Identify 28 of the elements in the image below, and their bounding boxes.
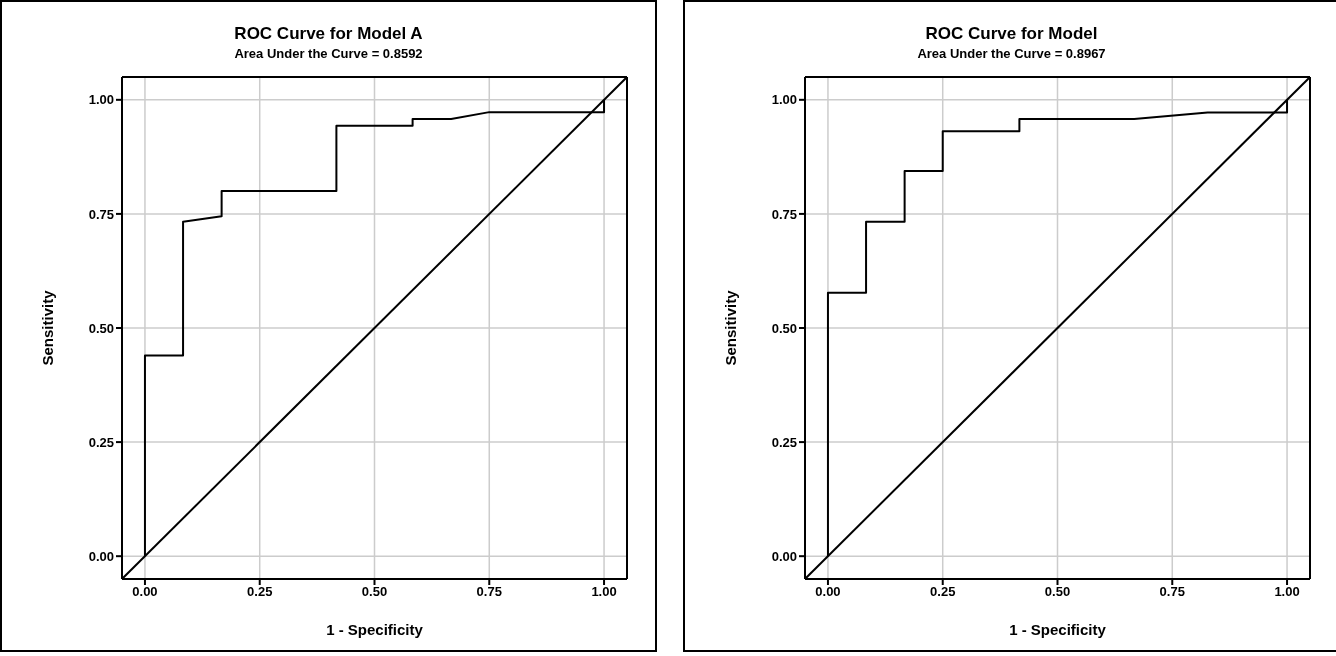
y-tick-label: 1.00: [88, 92, 114, 108]
y-tick-label: 0.25: [771, 434, 797, 450]
y-tick-label: 0.25: [88, 434, 114, 450]
x-tick-label: 0.00: [132, 584, 158, 600]
y-tick-label: 0.75: [88, 206, 114, 222]
x-tick-label: 0.25: [247, 584, 273, 600]
y-tick-label: 0.50: [88, 320, 114, 336]
y-axis-title: Sensitivity: [39, 289, 57, 366]
x-axis-title: 1 - Specificity: [1009, 621, 1107, 638]
x-tick-label: 0.25: [930, 584, 956, 600]
x-tick-label: 1.00: [1274, 584, 1300, 600]
y-tick-label: 0.00: [88, 548, 114, 564]
x-tick-label: 0.00: [815, 584, 841, 600]
x-tick-label: 0.50: [1044, 584, 1071, 600]
y-tick-label: 0.50: [771, 320, 797, 336]
y-tick-label: 1.00: [771, 92, 797, 108]
y-tick-label: 0.75: [771, 206, 797, 222]
x-tick-label: 0.50: [361, 584, 388, 600]
y-axis-title: Sensitivity: [722, 289, 740, 366]
x-tick-label: 0.75: [1159, 584, 1185, 600]
chart-subtitle: Area Under the Curve = 0.8592: [233, 46, 424, 61]
chart-title: ROC Curve for Model: [924, 24, 1099, 44]
y-tick-label: 0.00: [771, 548, 797, 564]
x-tick-label: 1.00: [591, 584, 617, 600]
chart-subtitle: Area Under the Curve = 0.8967: [916, 46, 1107, 61]
chart-title: ROC Curve for Model A: [233, 24, 424, 44]
x-axis-title: 1 - Specificity: [326, 621, 424, 638]
x-tick-label: 0.75: [476, 584, 502, 600]
